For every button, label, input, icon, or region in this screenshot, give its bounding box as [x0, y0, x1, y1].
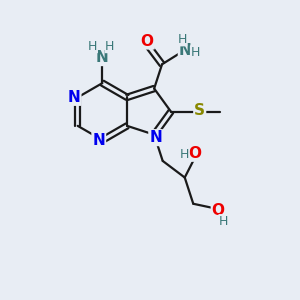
Text: N: N: [92, 133, 105, 148]
Text: O: O: [188, 146, 201, 161]
Text: S: S: [194, 103, 205, 118]
Text: N: N: [149, 130, 162, 145]
Text: H: H: [105, 40, 115, 53]
Text: H: H: [190, 46, 200, 59]
Text: H: H: [180, 148, 189, 161]
Text: O: O: [212, 203, 225, 218]
Text: H: H: [178, 33, 187, 46]
Text: N: N: [68, 90, 80, 105]
Text: O: O: [141, 34, 154, 49]
Text: H: H: [88, 40, 98, 53]
Text: N: N: [96, 50, 109, 65]
Text: H: H: [219, 214, 228, 228]
Text: N: N: [179, 43, 191, 58]
